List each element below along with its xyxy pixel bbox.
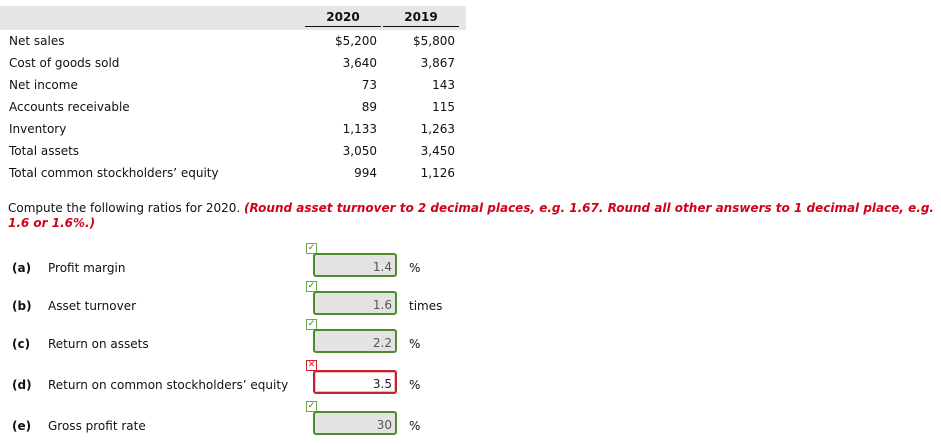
value-2020: 73 [361,78,377,92]
year-header-2020: 2020 [305,10,381,27]
check-icon: ✓ [306,401,317,412]
row-label: Net income [9,78,78,92]
value-2020: 3,050 [342,144,377,158]
question-letter: (a) [12,261,32,275]
value-2020: 1,133 [342,122,377,136]
question-d: (d) Return on common stockholders’ equit… [0,360,941,400]
value-2019: 1,263 [420,122,455,136]
table-row: Cost of goods sold 3,640 3,867 [0,52,466,74]
row-label: Net sales [9,34,65,48]
unit-label: times [409,299,443,313]
row-label: Accounts receivable [9,100,130,114]
question-letter: (c) [12,337,31,351]
row-label: Total common stockholders’ equity [9,166,219,180]
unit-label: % [409,337,421,351]
question-label: Profit margin [48,261,126,275]
question-b: (b) Asset turnover ✓ 1.6 times [0,281,941,321]
answer-field-asset-turnover[interactable]: 1.6 [313,291,397,315]
question-c: (c) Return on assets ✓ 2.2 % [0,319,941,359]
table-row: Accounts receivable 89 115 [0,96,466,118]
question-label: Return on common stockholders’ equity [48,378,289,392]
table-row: Total common stockholders’ equity 994 1,… [0,162,466,184]
check-icon: ✓ [306,281,317,292]
rounding-note: (Round asset turnover to 2 decimal place… [8,201,934,230]
value-2019: 143 [432,78,455,92]
answer-field-gross-profit-rate[interactable]: 30 [313,411,397,435]
answer-field-return-on-equity[interactable]: 3.5 [313,370,397,394]
value-2020: 3,640 [342,56,377,70]
question-label: Gross profit rate [48,419,146,433]
question-label: Asset turnover [48,299,137,313]
table-row: Net sales $5,200 $5,800 [0,30,466,52]
year-header-2019: 2019 [383,10,459,27]
cross-icon: ✕ [306,360,317,371]
question-letter: (d) [12,378,32,392]
value-2019: 3,867 [420,56,455,70]
instructions: Compute the following ratios for 2020. (… [8,201,936,231]
question-e: (e) Gross profit rate ✓ 30 % [0,401,941,441]
unit-label: % [409,419,421,433]
value-2020: 994 [354,166,377,180]
question-a: (a) Profit margin ✓ 1.4 % [0,243,941,283]
value-2019: 1,126 [420,166,455,180]
value-2020: $5,200 [335,34,377,48]
table-row: Net income 73 143 [0,74,466,96]
value-2019: 3,450 [420,144,455,158]
row-label: Cost of goods sold [9,56,120,70]
unit-label: % [409,378,421,392]
question-label: Return on assets [48,337,149,351]
value-2019: $5,800 [413,34,455,48]
table-row: Inventory 1,133 1,263 [0,118,466,140]
value-2019: 115 [432,100,455,114]
row-label: Inventory [9,122,67,136]
question-letter: (e) [12,419,32,433]
answer-field-profit-margin[interactable]: 1.4 [313,253,397,277]
instructions-text: Compute the following ratios for 2020. [8,201,245,215]
table-row: Total assets 3,050 3,450 [0,140,466,162]
question-letter: (b) [12,299,32,313]
row-label: Total assets [9,144,80,158]
answer-field-return-on-assets[interactable]: 2.2 [313,329,397,353]
unit-label: % [409,261,421,275]
value-2020: 89 [361,100,377,114]
check-icon: ✓ [306,243,317,254]
check-icon: ✓ [306,319,317,330]
